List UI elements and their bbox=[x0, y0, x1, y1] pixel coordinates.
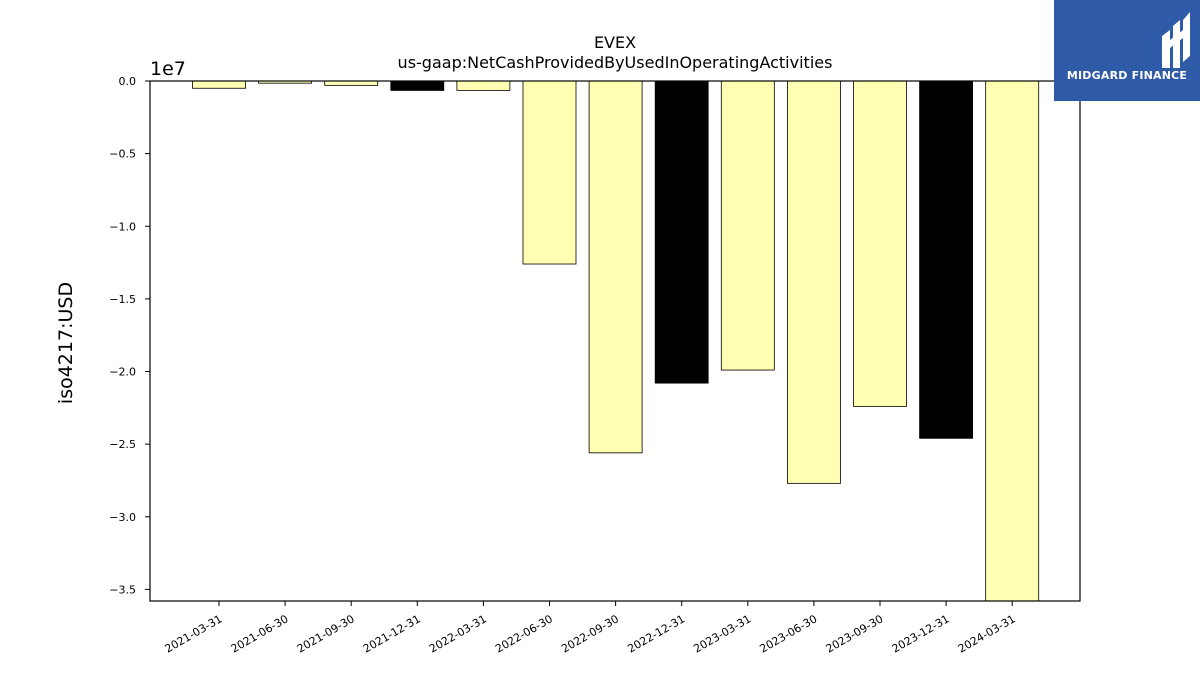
x-tick-label: 2021-06-30 bbox=[229, 612, 291, 655]
y-tick-label: −1.0 bbox=[109, 220, 136, 233]
bar-2021-12-31 bbox=[390, 80, 445, 91]
bar-2023-06-30 bbox=[787, 80, 841, 484]
y-tick-label: −2.0 bbox=[109, 366, 136, 379]
plot-frame bbox=[149, 80, 1081, 602]
y-tick-label: −3.0 bbox=[109, 511, 136, 524]
x-tick-label: 2022-12-31 bbox=[625, 612, 687, 655]
x-tick-label: 2022-06-30 bbox=[493, 612, 555, 655]
x-tick-label: 2022-03-31 bbox=[427, 612, 489, 655]
bar-2022-12-31 bbox=[654, 80, 709, 384]
y-tick-label: −0.5 bbox=[109, 148, 136, 161]
x-ticks-group: 2021-03-31 2021-06-30 2021-09-30 2021-12-31… bbox=[163, 601, 1018, 656]
x-tick-label: 2024-03-31 bbox=[956, 612, 1018, 655]
y-axis-label: iso4217:USD bbox=[55, 282, 77, 404]
bar-2023-09-30 bbox=[853, 80, 907, 407]
midgard-logo-icon bbox=[1162, 12, 1190, 68]
y-tick-label: 0.0 bbox=[119, 75, 137, 88]
bar-2024-03-31 bbox=[985, 80, 1040, 602]
bar-2022-09-30 bbox=[588, 80, 643, 454]
y-tick-label: −1.5 bbox=[109, 293, 136, 306]
brand-name: MIDGARD FINANCE bbox=[1066, 69, 1188, 82]
x-tick-label: 2021-12-31 bbox=[361, 612, 423, 655]
y-ticks-group: 0.0 −0.5 −1.0 −1.5 −2.0 −2.5 −3.0 −3.5 bbox=[109, 75, 150, 596]
bar-2023-03-31 bbox=[720, 80, 775, 371]
chart-title: EVEX bbox=[594, 33, 636, 52]
bars-group bbox=[192, 80, 1040, 602]
bar-2021-09-30 bbox=[324, 80, 379, 86]
x-tick-label: 2021-03-31 bbox=[163, 612, 225, 655]
chart-subtitle: us-gaap:NetCashProvidedByUsedInOperating… bbox=[398, 53, 833, 72]
y-offset-label: 1e7 bbox=[150, 58, 186, 80]
x-tick-label: 2023-06-30 bbox=[758, 612, 820, 655]
x-tick-label: 2023-12-31 bbox=[890, 612, 952, 655]
bar-2022-06-30 bbox=[522, 80, 577, 265]
bar-2021-03-31 bbox=[192, 80, 246, 89]
y-tick-label: −2.5 bbox=[109, 438, 136, 451]
brand-logo: MIDGARD FINANCE bbox=[1054, 0, 1200, 101]
x-tick-label: 2021-09-30 bbox=[295, 612, 357, 655]
y-tick-label: −3.5 bbox=[109, 583, 136, 596]
bar-2022-03-31 bbox=[456, 80, 511, 91]
x-tick-label: 2023-09-30 bbox=[824, 612, 886, 655]
x-tick-label: 2023-03-31 bbox=[691, 612, 753, 655]
x-tick-label: 2022-09-30 bbox=[559, 612, 621, 655]
bar-2023-12-31 bbox=[919, 80, 973, 439]
